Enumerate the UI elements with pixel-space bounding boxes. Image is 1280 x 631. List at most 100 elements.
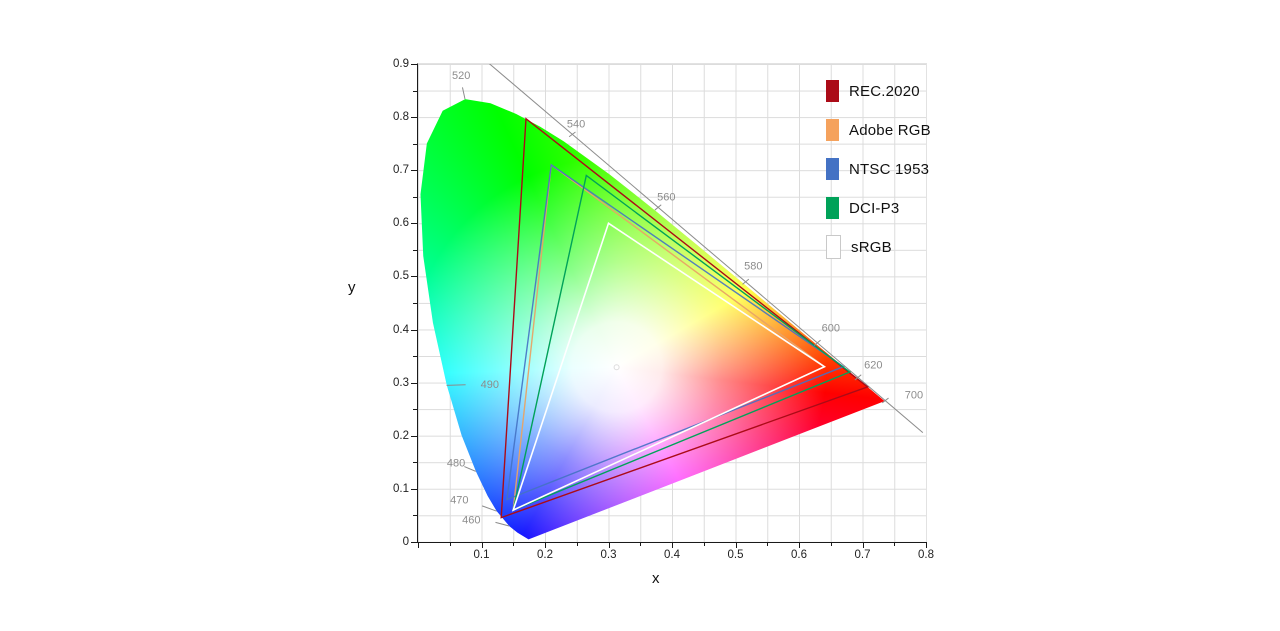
x-axis-tick — [894, 542, 896, 546]
legend-item-ntsc-1953: NTSC 1953 — [826, 158, 931, 180]
legend-swatch — [826, 235, 841, 259]
y-tick-label: 0.4 — [393, 323, 409, 336]
wavelength-tick-460 — [495, 521, 510, 527]
legend-label: REC.2020 — [849, 82, 920, 100]
y-axis-tick — [413, 356, 417, 358]
wavelength-tick-470 — [481, 505, 497, 512]
y-axis-tick — [411, 329, 417, 331]
legend-label: NTSC 1953 — [849, 160, 930, 178]
x-axis-tick — [576, 542, 578, 546]
wavelength-label-580: 580 — [744, 260, 762, 272]
x-axis-tick — [418, 542, 419, 548]
x-axis-tick — [767, 542, 769, 546]
legend-swatch — [826, 158, 839, 180]
legend-item-adobe-rgb: Adobe RGB — [826, 119, 931, 141]
y-axis-tick — [411, 117, 417, 119]
y-axis-tick — [413, 462, 417, 464]
gamut-triangle-ntsc-1953 — [506, 163, 845, 501]
x-tick-label: 0.3 — [600, 549, 617, 561]
y-tick-label: 0 — [402, 536, 409, 548]
legend-swatch — [826, 197, 839, 219]
x-axis-tick — [672, 542, 673, 548]
x-axis-tick — [799, 542, 800, 548]
wavelength-tick-480 — [464, 466, 476, 472]
wavelength-label-460: 460 — [462, 515, 480, 527]
y-axis-title: y — [348, 279, 356, 296]
y-tick-label: 0.2 — [393, 429, 409, 442]
y-tick-label: 0.9 — [393, 58, 409, 70]
y-axis-tick — [413, 515, 417, 517]
wavelength-tick-490 — [446, 384, 466, 386]
x-axis-tick — [830, 542, 832, 546]
y-axis-tick — [411, 223, 417, 225]
legend-item-dci-p3: DCI-P3 — [826, 197, 931, 219]
wavelength-tick-560 — [654, 204, 662, 211]
y-axis-tick — [411, 542, 417, 543]
y-tick-label: 0.7 — [393, 164, 409, 177]
gamut-triangle-srgb — [511, 222, 827, 512]
x-axis-tick — [703, 542, 705, 546]
x-axis-tick — [862, 542, 864, 548]
y-axis-tick — [413, 196, 417, 198]
wavelength-tick-700 — [881, 397, 889, 404]
legend-swatch — [826, 80, 839, 102]
gamut-overlay: 460 470 480 490 520 540 560 580 600 620 700 — [446, 64, 924, 527]
wavelength-label-480: 480 — [447, 457, 465, 469]
white-point-marker — [613, 364, 620, 371]
legend-item-srgb: sRGB — [826, 235, 931, 259]
plot-area: 460 470 480 490 520 540 560 580 600 620 700 0.1 0.2… — [393, 58, 934, 561]
wavelength-label-520: 520 — [452, 70, 470, 82]
x-tick-label: 0.2 — [537, 549, 553, 561]
x-tick-label: 0.5 — [727, 549, 744, 561]
x-axis-tick — [608, 542, 610, 548]
x-tick-label: 0.4 — [664, 549, 680, 561]
legend: REC.2020 Adobe RGB NTSC 1953 DCI-P3 sRGB — [826, 80, 931, 259]
y-axis-tick — [413, 303, 417, 304]
gamut-triangle-dci-p3 — [512, 174, 852, 512]
gamut-triangle-rec-2020 — [500, 117, 870, 519]
wavelength-label-560: 560 — [657, 191, 675, 203]
x-tick-label: 0.6 — [791, 549, 807, 561]
wavelength-label-540: 540 — [567, 119, 585, 131]
x-tick-label: 0.8 — [918, 549, 934, 561]
y-axis-tick — [413, 409, 417, 411]
y-axis-tick — [411, 276, 417, 278]
y-axis-tick — [411, 382, 417, 384]
x-axis-tick — [926, 542, 927, 548]
x-axis-tick — [449, 542, 451, 546]
x-axis-tick — [545, 542, 546, 548]
y-tick-label: 0.5 — [393, 270, 409, 283]
x-tick-label: 0.7 — [854, 549, 871, 561]
x-tick-label: 0.1 — [473, 549, 490, 561]
wavelength-label-700: 700 — [905, 389, 923, 401]
x-axis-tick — [513, 542, 515, 546]
wavelength-tick-540 — [568, 131, 576, 138]
x-axis-tick — [735, 542, 737, 548]
y-axis-tick — [413, 143, 417, 145]
y-axis-tick — [413, 90, 417, 92]
wavelength-label-470: 470 — [450, 495, 468, 507]
legend-swatch — [826, 119, 839, 141]
y-tick-label: 0.3 — [393, 376, 409, 389]
y-tick-label: 0.8 — [393, 111, 409, 124]
wavelength-reference-line — [488, 64, 924, 433]
wavelength-label-620: 620 — [864, 360, 882, 372]
y-axis-tick — [411, 170, 417, 172]
wavelength-tick-520 — [461, 87, 466, 100]
x-axis-title: x — [652, 570, 660, 587]
y-axis-tick — [411, 64, 417, 65]
wavelength-tick-620 — [854, 374, 862, 381]
wavelength-label-600: 600 — [822, 323, 840, 335]
legend-label: DCI-P3 — [849, 199, 900, 217]
y-axis-tick — [411, 435, 417, 437]
legend-item-rec-2020: REC.2020 — [826, 80, 931, 102]
legend-label: Adobe RGB — [849, 121, 931, 139]
x-axis-tick — [481, 542, 483, 548]
wavelength-tick-600 — [813, 339, 821, 346]
y-axis-tick — [411, 488, 417, 490]
y-tick-label: 0.6 — [393, 217, 409, 230]
y-axis-tick — [413, 249, 417, 251]
y-tick-label: 0.1 — [393, 482, 409, 495]
x-axis-tick — [640, 542, 642, 546]
